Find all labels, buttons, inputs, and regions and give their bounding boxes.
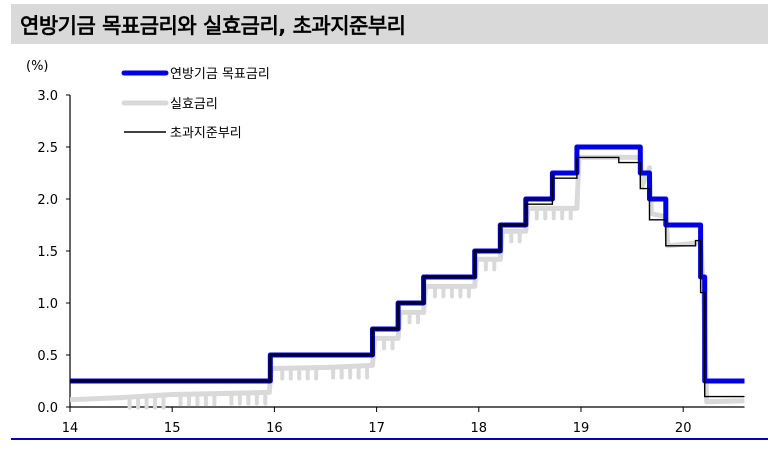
y-axis-unit: (%): [26, 59, 49, 74]
y-tick-label: 0.0: [37, 401, 58, 416]
x-tick-label: 14: [62, 421, 79, 436]
x-tick-label: 18: [471, 421, 488, 436]
y-tick-label: 1.5: [37, 245, 58, 260]
y-tick-label: 2.0: [37, 193, 58, 208]
title-bar: 연방기금 목표금리와 실효금리, 초과지준부리: [11, 4, 768, 44]
legend-label-effective: 실효금리: [170, 97, 218, 112]
plot-lines: [69, 144, 745, 410]
chart-title: 연방기금 목표금리와 실효금리, 초과지준부리: [20, 14, 406, 38]
x-tick-label: 17: [368, 421, 385, 436]
fed-target-line-overlay: [70, 173, 555, 383]
y-tick-label: 1.0: [37, 297, 58, 312]
legend-label-ioer: 초과지준부리: [170, 126, 242, 141]
x-tick-label: 16: [266, 421, 283, 436]
bottom-rule: [11, 438, 768, 440]
x-tick-label: 15: [164, 421, 181, 436]
ioer-line: [70, 156, 745, 398]
legend-label-fed-target: 연방기금 목표금리: [170, 67, 270, 82]
y-tick-label: 0.5: [37, 349, 58, 364]
y-tick-label: 2.5: [37, 141, 58, 156]
effective-rate-line: [69, 154, 745, 405]
x-tick-label: 19: [573, 421, 590, 436]
axes: 0.0 0.5 1.0 1.5 2.0 2.5 3.0 (%) 14 15 16 17 18 19 20: [26, 59, 745, 436]
y-tick-label: 3.0: [37, 89, 58, 104]
x-tick-label: 20: [675, 421, 692, 436]
